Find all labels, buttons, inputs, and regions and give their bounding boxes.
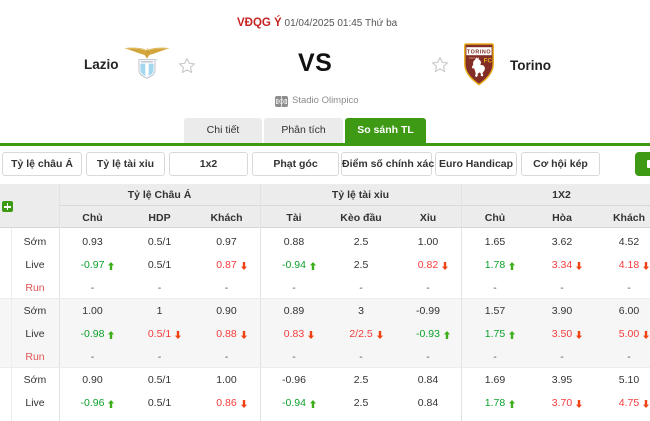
svg-text:1906: 1906 — [468, 56, 475, 60]
svg-text:FC: FC — [484, 57, 493, 64]
svg-text:TORINO: TORINO — [467, 50, 491, 56]
